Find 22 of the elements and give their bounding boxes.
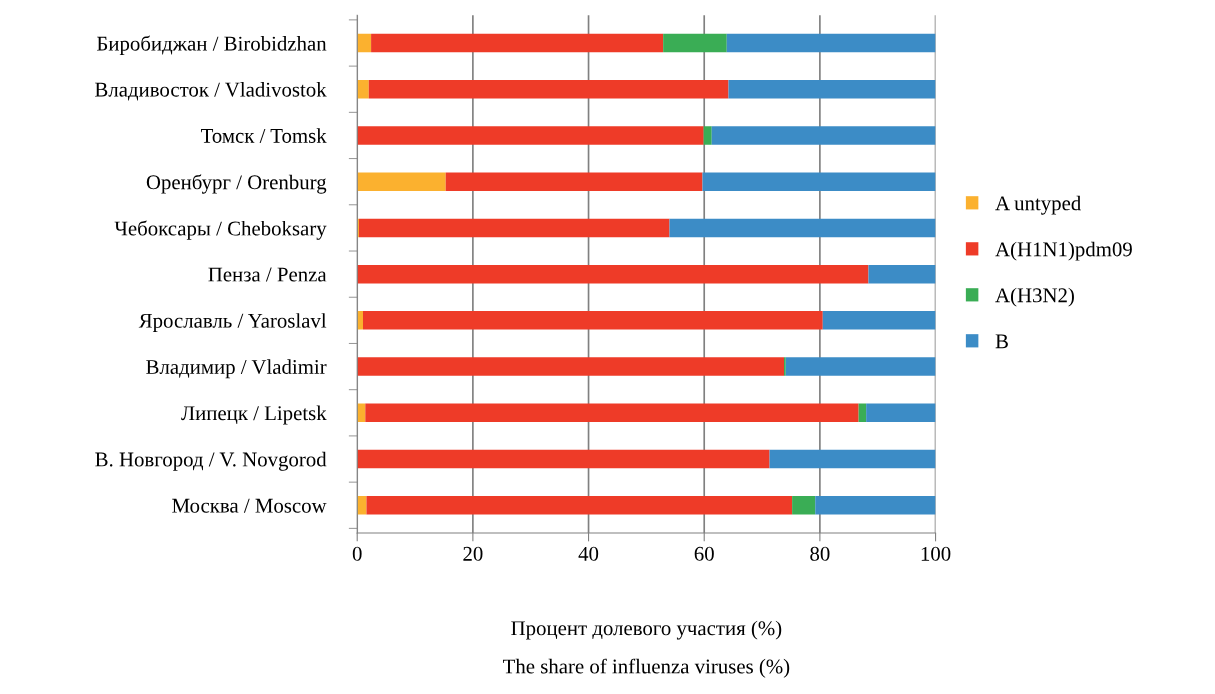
- y-tick-label: Владимир / Vladimir: [146, 359, 327, 379]
- x-tick-label: 100: [921, 546, 951, 561]
- y-tick-label: Москва / Moscow: [172, 498, 327, 513]
- y-tick-label: Оренбург / Orenburg: [146, 174, 327, 194]
- y-tick-label: Томск / Tomsk: [201, 128, 327, 143]
- legend-label: A untyped: [995, 195, 1082, 215]
- x-tick-label: 0: [352, 546, 362, 561]
- y-tick-label: Ярославль / Yaroslavl: [138, 313, 327, 333]
- legend-label: B: [995, 334, 1008, 349]
- y-tick-label: Биробиджан / Birobidzhan: [96, 35, 327, 55]
- x-tick-label: 40: [578, 546, 599, 561]
- y-tick-label: Чебоксары / Cheboksary: [114, 220, 327, 240]
- y-tick-label: Липецк / Lipetsk: [181, 405, 327, 425]
- legend-label: A(H1N1)pdm09: [995, 241, 1132, 261]
- y-tick-label: Пенза / Penza: [208, 267, 327, 282]
- legend-label: A(H3N2): [995, 287, 1074, 307]
- x-axis-title: Процент долевого участия (%) The share of influenza viruses (%): [503, 620, 790, 678]
- y-tick-label: Владивосток / Vladivostok: [95, 82, 327, 101]
- x-tick-label: 60: [694, 546, 714, 561]
- y-tick-label: В. Новгород / V. Novgorod: [95, 451, 327, 471]
- x-tick-label: 20: [463, 546, 483, 561]
- x-tick-label: 80: [810, 546, 830, 561]
